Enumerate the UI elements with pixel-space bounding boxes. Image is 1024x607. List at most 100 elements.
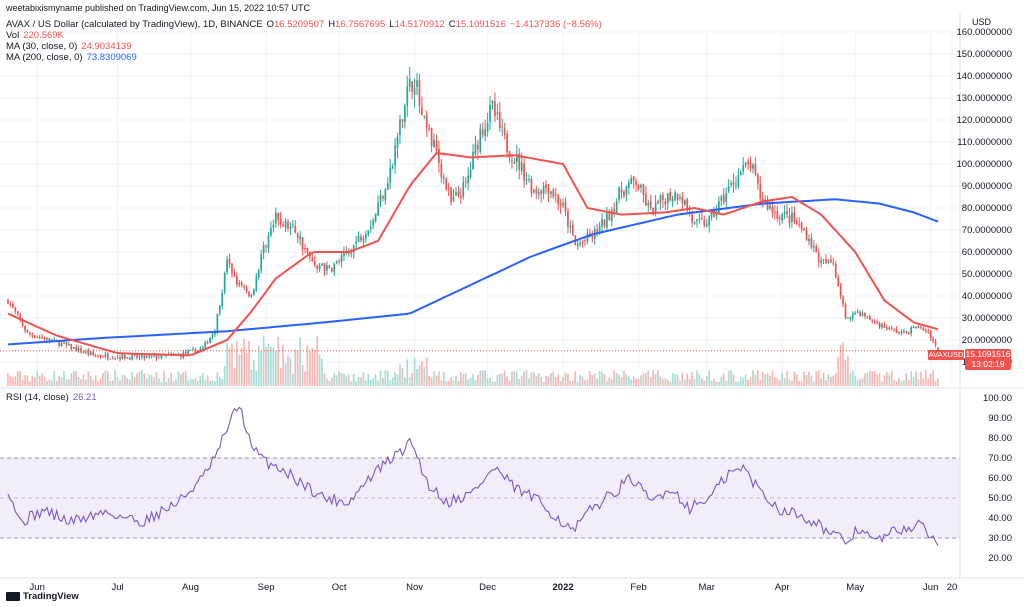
candle-body xyxy=(89,352,92,356)
volume-bar xyxy=(854,376,857,386)
volume-bar xyxy=(881,381,883,386)
volume-bar xyxy=(209,381,211,386)
volume-bar xyxy=(82,374,85,386)
candle-body xyxy=(752,164,754,169)
candle-body xyxy=(481,129,484,135)
candle-body xyxy=(9,304,12,306)
candle-body xyxy=(645,193,647,206)
volume-bar xyxy=(484,370,487,386)
volume-bar xyxy=(36,371,39,386)
volume-bar xyxy=(606,381,608,386)
volume-bar xyxy=(175,379,177,386)
volume-bar xyxy=(564,372,567,386)
candle-body xyxy=(294,225,297,233)
volume-bar xyxy=(408,377,411,386)
volume-bar xyxy=(316,336,319,386)
volume-bar xyxy=(589,371,591,386)
volume-bar xyxy=(99,378,102,386)
candle-body xyxy=(927,330,930,332)
time-axis[interactable]: Jun Jul Aug Sep Oct Nov Dec 2022 Feb Mar Apr May Jun… xyxy=(30,582,958,593)
candle-body xyxy=(861,313,864,316)
volume-bar xyxy=(915,371,917,386)
candle-body xyxy=(642,184,645,195)
volume-bar xyxy=(418,365,421,386)
volume-bar xyxy=(46,381,48,386)
volume-bar xyxy=(214,381,216,386)
candle-body xyxy=(462,182,465,197)
volume-bar xyxy=(501,373,504,386)
candle-body xyxy=(900,331,903,334)
volume-bar xyxy=(666,379,669,386)
volume-bar xyxy=(192,379,194,386)
candle-body xyxy=(457,191,460,196)
candlesticks[interactable] xyxy=(7,66,939,362)
volume-bar xyxy=(674,374,676,386)
candle-body xyxy=(798,223,801,225)
volume-bar xyxy=(859,379,861,386)
legend-symbol[interactable]: AVAX / US Dollar (calculated by TradingV… xyxy=(6,19,263,30)
legend-vol-label[interactable]: Vol xyxy=(6,30,20,41)
tradingview-logo-icon xyxy=(6,592,20,601)
rsi-axis[interactable]: 100.00 90.00 80.00 70.00 60.00 50.00 40.00 30.0… xyxy=(983,393,1012,564)
candle-body xyxy=(881,324,883,328)
candle-body xyxy=(455,192,457,196)
volume-bar xyxy=(131,371,134,386)
volume-bar xyxy=(301,364,304,386)
candle-body xyxy=(805,230,808,241)
tradingview-brand[interactable]: TradingView xyxy=(6,591,79,602)
candle-body xyxy=(817,252,820,262)
volume-bar xyxy=(528,378,530,386)
rsi-legend-label[interactable]: RSI (14, close) xyxy=(6,392,69,403)
rsi-tick-label: 100.00 xyxy=(983,393,1012,404)
volume-bar xyxy=(893,380,896,386)
volume-bar xyxy=(12,377,14,386)
candle-body xyxy=(581,241,584,243)
volume-bar xyxy=(618,375,620,386)
volume-bar xyxy=(250,369,253,386)
volume-bar xyxy=(581,376,584,386)
volume-bar xyxy=(311,348,314,386)
candle-body xyxy=(277,212,280,220)
volume-bar xyxy=(304,371,306,386)
volume-bar xyxy=(654,374,657,386)
volume-bar xyxy=(876,374,878,386)
legend-ma30-label[interactable]: MA (30, close, 0) xyxy=(6,41,78,52)
candle-body xyxy=(377,203,379,216)
volume-bar xyxy=(623,370,625,386)
candle-body xyxy=(372,220,375,226)
candle-body xyxy=(895,329,898,333)
volume-bar xyxy=(584,380,586,386)
volume-bar xyxy=(226,343,228,386)
volume-bar xyxy=(231,343,233,386)
candle-body xyxy=(124,355,126,359)
candle-body xyxy=(562,203,564,206)
candle-body xyxy=(94,355,97,357)
candle-body xyxy=(937,347,939,351)
legend-ma200-label[interactable]: MA (200, close, 0) xyxy=(6,52,83,63)
volume-bar xyxy=(698,374,701,386)
candle-body xyxy=(501,126,504,128)
volume-bar xyxy=(844,359,847,386)
volume-bar xyxy=(523,371,525,386)
volume-bar xyxy=(29,381,31,386)
candle-body xyxy=(287,221,289,229)
price-tick-label: 120.0000000 xyxy=(957,115,1012,126)
candle-body xyxy=(467,175,469,184)
volume-bar xyxy=(596,378,599,386)
candle-body xyxy=(328,265,331,268)
candle-body xyxy=(795,221,798,224)
price-axis[interactable]: 160.0000000 150.0000000 140.0000000 130.000… xyxy=(957,27,1012,368)
candle-body xyxy=(396,136,399,148)
volume-bar xyxy=(374,374,377,386)
candle-body xyxy=(662,194,664,200)
candle-body xyxy=(620,188,623,193)
candle-body xyxy=(693,222,696,224)
candle-body xyxy=(442,176,445,179)
volume-bar xyxy=(725,381,728,386)
time-tick-label: Dec xyxy=(479,582,496,593)
volume-bar xyxy=(511,371,513,386)
volume-bar xyxy=(691,372,693,386)
candle-body xyxy=(710,210,713,218)
volume-bar xyxy=(645,373,647,386)
candle-body xyxy=(498,111,501,129)
